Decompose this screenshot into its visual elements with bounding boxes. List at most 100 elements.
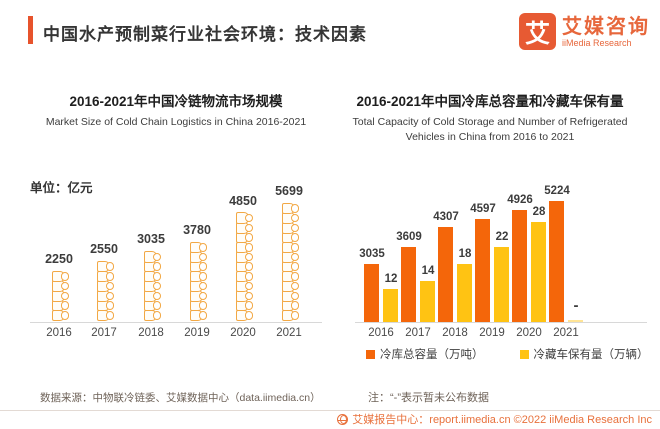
coil-segment bbox=[190, 280, 207, 292]
legend-label: 冷库总容量（万吨） bbox=[380, 349, 484, 361]
x-tick-label: 2021 bbox=[553, 327, 579, 339]
coil-segment bbox=[282, 241, 299, 254]
coil-segment bbox=[190, 270, 207, 283]
chart-title-en-line1: Total Capacity of Cold Storage and Numbe… bbox=[352, 116, 628, 128]
bar-value-label: 4307 bbox=[433, 211, 459, 223]
coil-segment bbox=[236, 212, 253, 224]
coil-segment bbox=[236, 280, 253, 292]
chart-legend: 冷库总容量（万吨） 冷藏车保有量（万辆） bbox=[366, 346, 649, 362]
bar-primary bbox=[438, 227, 453, 322]
bar-secondary bbox=[531, 222, 546, 322]
bar-primary bbox=[401, 247, 416, 322]
coil-segment bbox=[282, 290, 299, 302]
coil-segment bbox=[190, 309, 207, 321]
coil-segment bbox=[144, 260, 161, 273]
x-tick-label: 2017 bbox=[405, 327, 431, 339]
x-tick-label: 2020 bbox=[516, 327, 542, 339]
cold-storage-plot: 3035 12 2016 3609 14 2017 4307 18 2018 4597 22 2019… bbox=[355, 150, 647, 339]
bar bbox=[282, 202, 299, 321]
bar-secondary bbox=[494, 247, 509, 322]
coil-segment bbox=[144, 270, 161, 283]
coil-segment bbox=[282, 212, 299, 224]
bar-value-label: 22 bbox=[495, 231, 509, 243]
bar-primary bbox=[512, 210, 527, 322]
coil-segment bbox=[236, 251, 253, 263]
coil-segment bbox=[52, 270, 69, 283]
bar-secondary bbox=[457, 264, 472, 322]
coil-segment bbox=[52, 309, 69, 321]
coil-segment bbox=[52, 280, 69, 292]
missing-data-dash: - bbox=[573, 297, 579, 314]
x-tick-label: 2021 bbox=[276, 327, 302, 339]
x-tick-label: 2016 bbox=[46, 327, 72, 339]
bar bbox=[144, 251, 161, 321]
legend-label: 冷藏车保有量（万辆） bbox=[533, 349, 649, 361]
bar-value-label: 5699 bbox=[275, 183, 303, 198]
bar-primary bbox=[364, 264, 379, 322]
bar bbox=[52, 270, 69, 321]
coil-segment bbox=[97, 270, 114, 283]
coil-segment bbox=[97, 309, 114, 321]
bar bbox=[236, 212, 253, 321]
bar-value-label: 12 bbox=[384, 273, 398, 285]
dash-footnote: 注：“-”表示暂未公布数据 bbox=[368, 392, 489, 404]
x-tick-label: 2016 bbox=[368, 327, 394, 339]
coil-segment bbox=[97, 260, 114, 273]
footer: 艾媒报告中心：report.iimedia.cn ©2022 iiMedia R… bbox=[0, 410, 660, 429]
bar-primary bbox=[549, 201, 564, 322]
chart-title-en-line2: Vehicles in China from 2016 to 2021 bbox=[405, 131, 575, 143]
logo-wordmark: 艾媒咨询 iiMedia Research bbox=[562, 16, 650, 48]
bar-value-label: 4926 bbox=[507, 194, 533, 206]
logo-name-en: iiMedia Research bbox=[562, 37, 632, 48]
x-tick-label: 2020 bbox=[230, 327, 256, 339]
coil-segment bbox=[97, 280, 114, 292]
bar bbox=[97, 260, 114, 321]
bar bbox=[190, 241, 207, 321]
coil-segment bbox=[282, 270, 299, 283]
bar-value-label: 2550 bbox=[90, 242, 118, 256]
bar-value-label: 3035 bbox=[137, 232, 165, 247]
legend-item: 冷藏车保有量（万辆） bbox=[519, 346, 649, 362]
x-tick-label: 2019 bbox=[479, 327, 505, 339]
legend-swatch bbox=[366, 349, 375, 359]
cold-chain-chart-header: 2016-2021年中国冷链物流市场规模 Market Size of Cold… bbox=[28, 90, 324, 129]
bar-secondary bbox=[383, 289, 398, 322]
iimedia-logo: 艾 艾媒咨询 iiMedia Research bbox=[519, 13, 650, 50]
bar-value-label: 3035 bbox=[359, 248, 385, 260]
unit-label: 单位：亿元 bbox=[30, 181, 93, 195]
cold-chain-market-plot: 2250 2016 2550 2017 3035 2018 3780 2019 4850 2020… bbox=[30, 150, 322, 339]
bar-secondary-stub bbox=[568, 320, 583, 322]
bar-value-label: 4850 bbox=[229, 193, 257, 208]
x-tick-label: 2018 bbox=[138, 327, 164, 339]
globe-icon bbox=[337, 414, 349, 425]
legend-item: 冷库总容量（万吨） bbox=[366, 346, 484, 362]
coil-segment bbox=[282, 202, 299, 215]
bar-value-label: 2250 bbox=[45, 251, 73, 266]
footer-text: 艾媒报告中心：report.iimedia.cn ©2022 iiMedia R… bbox=[352, 414, 652, 426]
bar-value-label: 14 bbox=[421, 265, 435, 277]
coil-segment bbox=[190, 241, 207, 254]
coil-segment bbox=[236, 270, 253, 283]
coil-segment bbox=[282, 280, 299, 292]
bar-value-label: 28 bbox=[532, 206, 546, 218]
bar-value-label: 4597 bbox=[470, 203, 496, 215]
bar-value-label: 3609 bbox=[396, 231, 422, 243]
coil-segment bbox=[236, 241, 253, 254]
x-tick-label: 2017 bbox=[91, 327, 117, 339]
legend-swatch bbox=[519, 349, 529, 359]
coil-segment bbox=[236, 309, 253, 321]
chart-title-cn: 2016-2021年中国冷链物流市场规模 bbox=[69, 94, 283, 109]
coil-segment bbox=[144, 309, 161, 321]
cold-storage-chart-header: 2016-2021年中国冷库总容量和冷藏车保有量 Total Capacity … bbox=[330, 90, 650, 144]
x-tick-label: 2019 bbox=[184, 327, 210, 339]
bar-primary bbox=[475, 219, 490, 322]
coil-segment bbox=[144, 251, 161, 263]
chart-title-cn: 2016-2021年中国冷库总容量和冷藏车保有量 bbox=[356, 94, 624, 109]
logo-name-cn: 艾媒咨询 bbox=[562, 15, 650, 38]
header-accent-bar bbox=[28, 16, 33, 44]
bar-value-label: 18 bbox=[458, 248, 472, 260]
data-source-note: 数据来源：中物联冷链委、艾媒数据中心（data.iimedia.cn） bbox=[40, 392, 321, 404]
chart-title-en: Market Size of Cold Chain Logistics in C… bbox=[45, 116, 307, 128]
iimedia-logo-icon: 艾 bbox=[519, 13, 556, 50]
